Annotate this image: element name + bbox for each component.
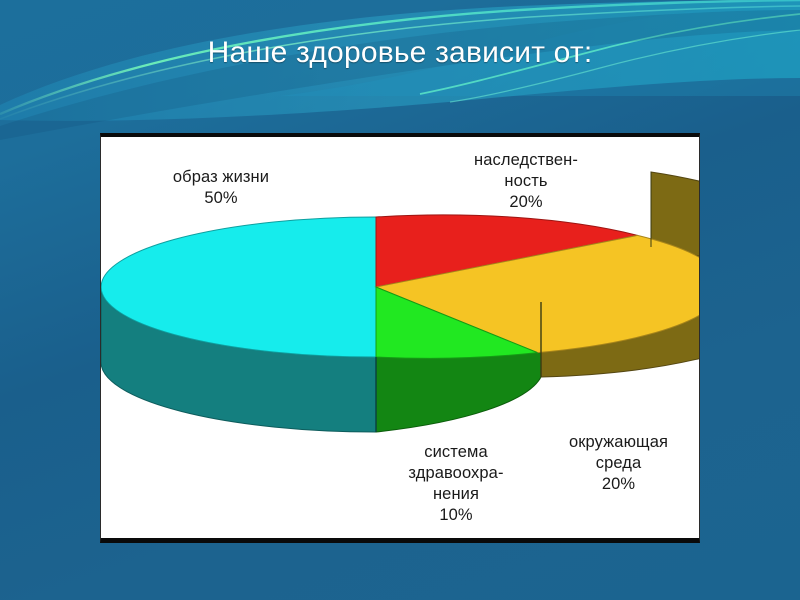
pie-slice-top-lifestyle (101, 216, 377, 358)
pie-label-healthcare: система здравоохра- нения 10% (408, 443, 504, 524)
pie-slice-top-environment (374, 234, 699, 354)
pie-chart: образ жизни 50% наследствен- ность 20% о… (101, 137, 699, 538)
pie-chart-icon (101, 171, 699, 433)
pie-label-lifestyle: образ жизни 50% (172, 168, 270, 207)
chart-image-panel: образ жизни 50% наследствен- ность 20% о… (100, 133, 700, 543)
page-title: Наше здоровье зависит от: (207, 36, 593, 69)
pie-label-environment: окружающая среда 20% (568, 433, 669, 493)
swoosh-shadow-sweep (0, 10, 800, 140)
pie-label-heredity: наследствен- ность 20% (474, 151, 578, 211)
pie-slice-top-healthcare (375, 286, 538, 359)
pie-slice-top-heredity (375, 214, 638, 288)
